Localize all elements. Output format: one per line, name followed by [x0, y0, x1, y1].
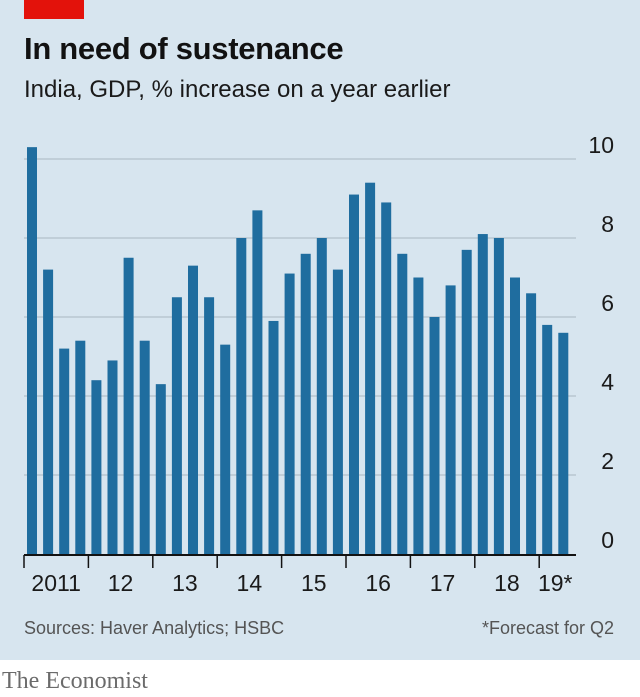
bar — [27, 147, 37, 554]
y-tick-label: 6 — [601, 290, 614, 316]
forecast-footnote: *Forecast for Q2 — [481, 618, 614, 638]
bar — [252, 210, 263, 554]
y-tick-label: 4 — [601, 369, 614, 395]
x-tick-label: 16 — [365, 570, 391, 596]
bar — [59, 348, 70, 554]
x-tick-label: 12 — [108, 570, 134, 596]
bar — [236, 238, 247, 554]
y-tick-label: 0 — [601, 527, 614, 553]
bar — [558, 332, 569, 554]
chart-subtitle: India, GDP, % increase on a year earlier — [24, 76, 451, 103]
bar — [75, 340, 86, 554]
y-tick-label: 10 — [588, 132, 614, 158]
bar — [204, 297, 215, 554]
bar — [107, 360, 118, 554]
bar — [155, 384, 166, 554]
x-tick-label: 2011 — [31, 570, 80, 596]
chart-title: In need of sustenance — [24, 31, 344, 66]
bar — [332, 269, 343, 554]
bar — [220, 344, 231, 554]
bar — [139, 340, 150, 554]
bar — [461, 249, 472, 554]
bar — [268, 320, 279, 554]
x-tick-label: 15 — [301, 570, 327, 596]
x-tick-label: 18 — [494, 570, 520, 596]
x-tick-label: 19* — [538, 570, 573, 596]
bar — [349, 194, 359, 555]
bar — [397, 253, 408, 555]
bar — [123, 257, 134, 554]
x-tick-label: 14 — [237, 570, 263, 596]
bar — [510, 277, 520, 554]
bar — [477, 234, 488, 555]
bar-chart: 0 2 4 6 8 10 2011 12 13 14 15 16 17 18 19* — [23, 132, 614, 596]
y-tick-label: 2 — [601, 448, 614, 474]
bar — [542, 324, 553, 554]
bar — [188, 265, 198, 554]
y-tick-label: 8 — [601, 211, 614, 237]
bar — [445, 285, 456, 554]
bar — [365, 182, 376, 554]
bar — [43, 269, 54, 554]
economist-logo: The Economist — [2, 668, 148, 694]
bar — [493, 238, 504, 554]
sources-note: Sources: Haver Analytics; HSBC — [24, 618, 285, 638]
x-tick-label: 17 — [430, 570, 456, 596]
bar — [91, 380, 102, 554]
bar — [526, 293, 537, 554]
x-tick-label: 13 — [172, 570, 198, 596]
bar — [381, 202, 392, 554]
brand-red-tab — [24, 0, 84, 19]
bar — [413, 277, 424, 554]
bar — [171, 297, 182, 554]
bar — [316, 238, 327, 554]
bar — [300, 253, 311, 555]
bar — [284, 273, 295, 554]
bar — [429, 317, 440, 554]
